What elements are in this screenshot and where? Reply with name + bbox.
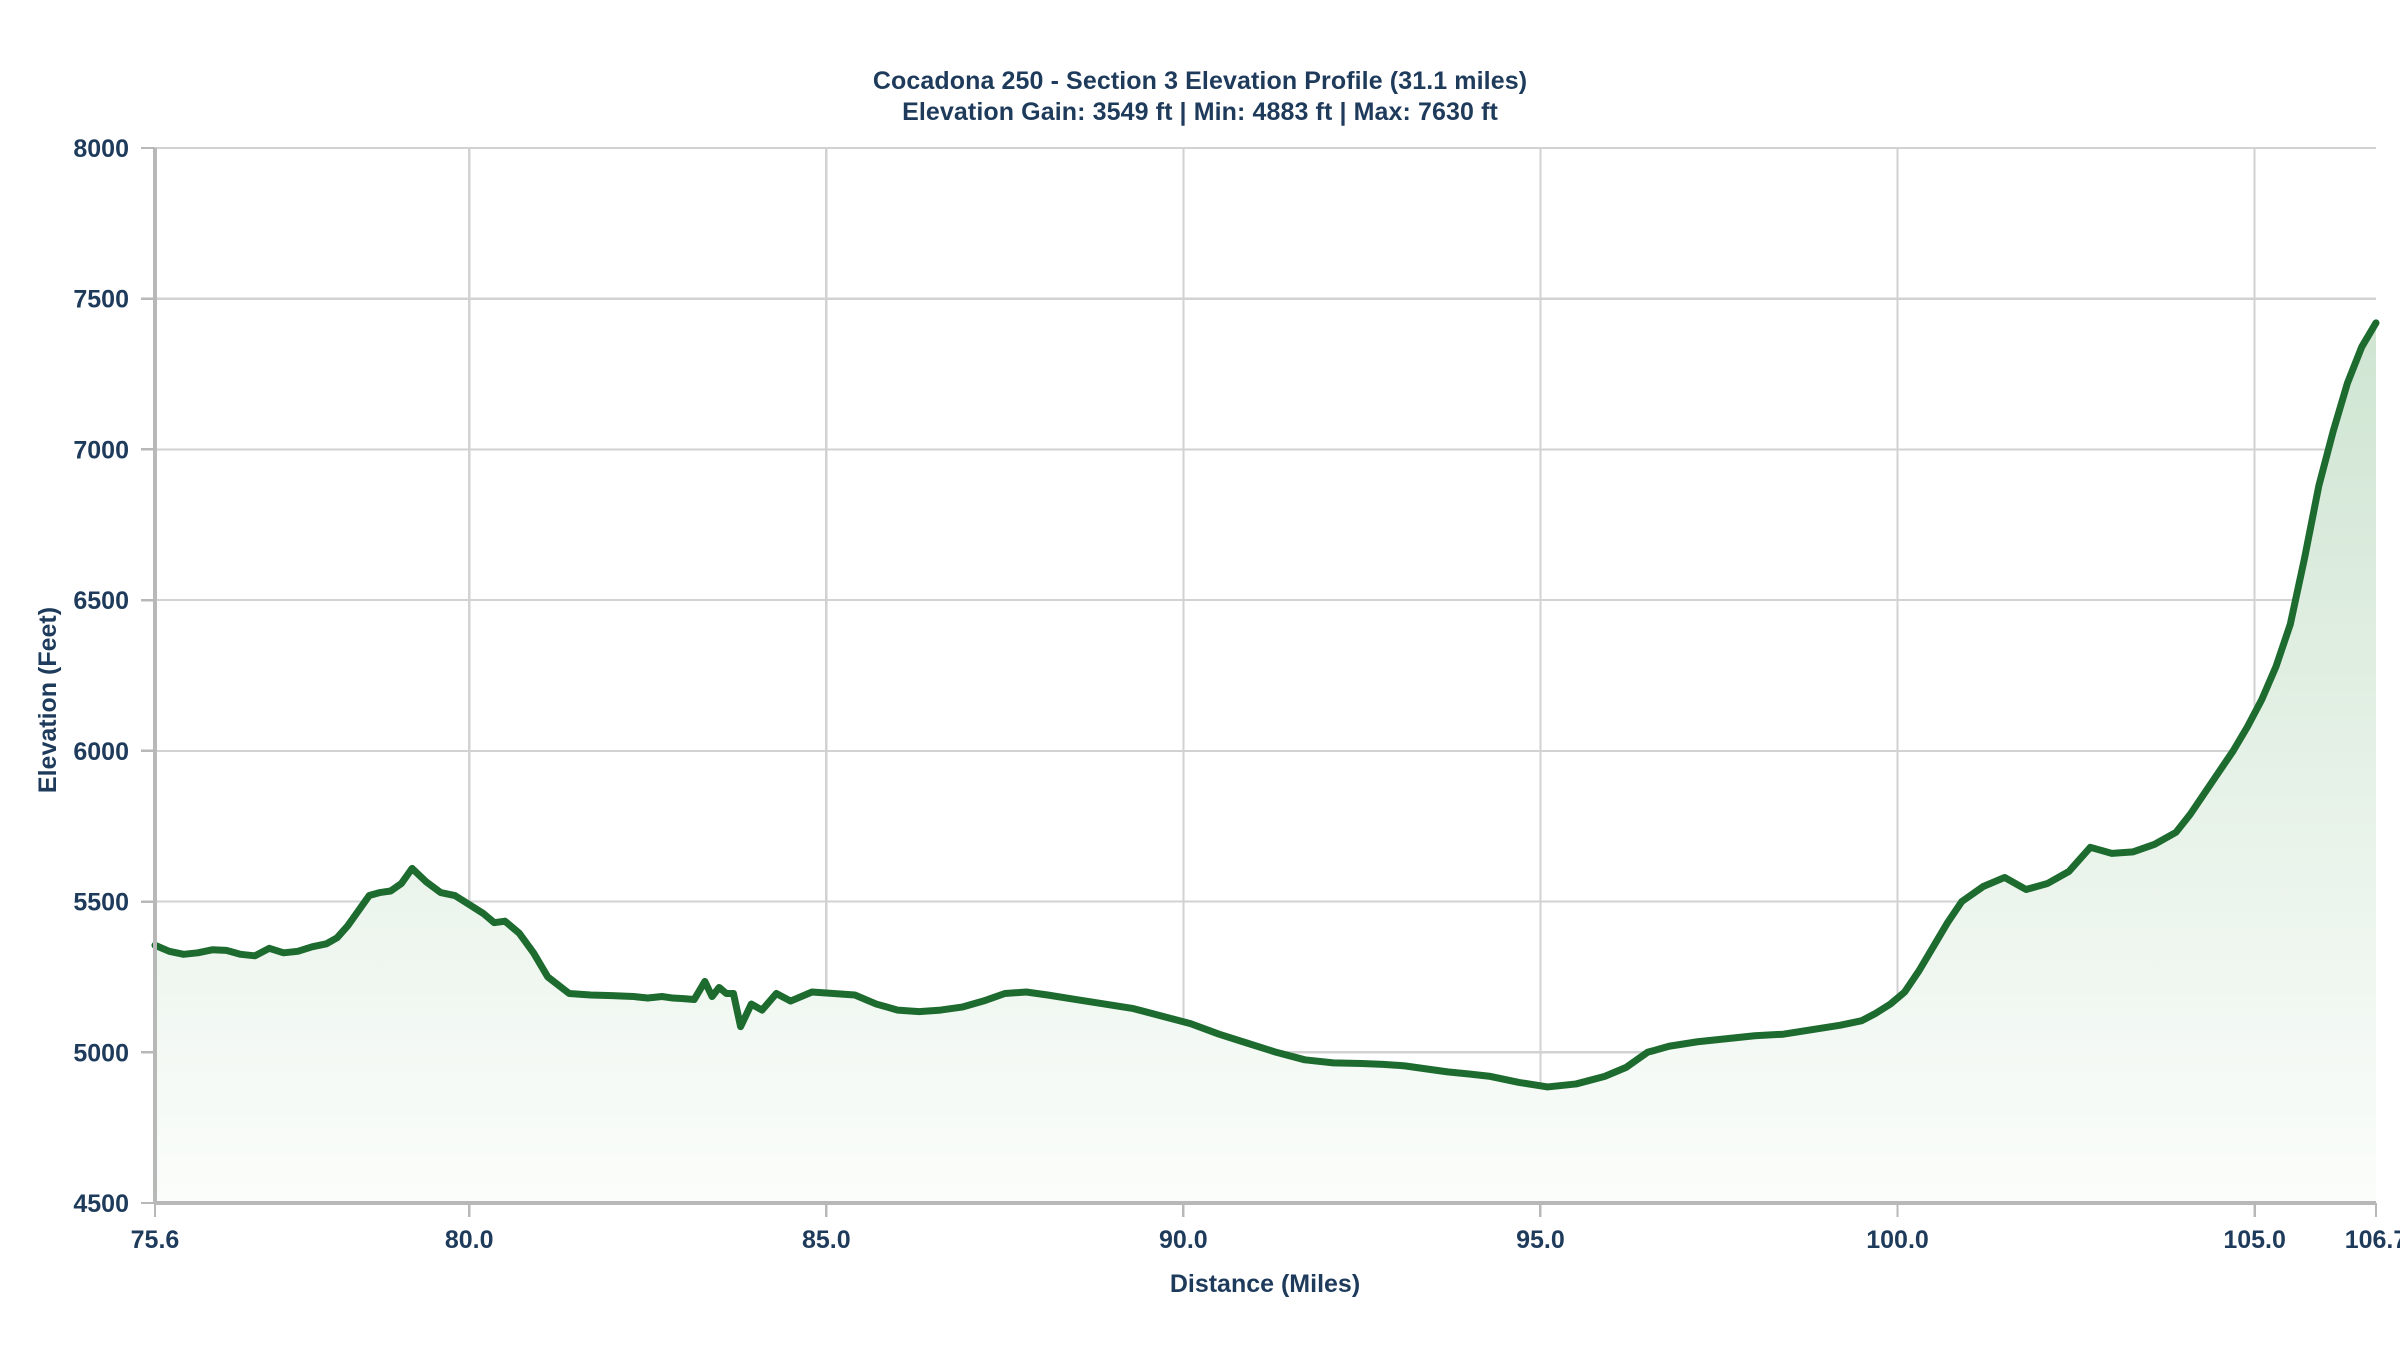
chart-subtitle-stats: Elevation Gain: 3549 ft | Min: 4883 ft |…: [902, 98, 1498, 126]
x-tick-label: 95.0: [1516, 1226, 1565, 1254]
y-tick-labels: 4500 5000 5500 6000 6500 7000 7500 8000: [73, 135, 129, 1218]
y-tick-label: 6000: [73, 738, 129, 766]
y-tick-label: 6500: [73, 587, 129, 615]
x-axis-title: Distance (Miles): [1170, 1270, 1360, 1298]
y-tick-label: 8000: [73, 135, 129, 163]
x-tick-label: 90.0: [1159, 1226, 1208, 1254]
x-tick-labels: 75.6 80.0 85.0 90.0 95.0 100.0 105.0 106.7: [131, 1226, 2400, 1254]
elevation-line: [151, 319, 2380, 1091]
axis-ticks: [141, 146, 2378, 1217]
x-tick-label: 100.0: [1866, 1226, 1929, 1254]
axis-lines: [153, 148, 2376, 1205]
y-tick-label: 7000: [73, 436, 129, 464]
y-tick-label: 4500: [73, 1190, 129, 1218]
y-tick-label: 5500: [73, 889, 129, 917]
x-tick-label: 80.0: [445, 1226, 494, 1254]
x-tick-label: 105.0: [2223, 1226, 2286, 1254]
y-tick-label: 5000: [73, 1039, 129, 1067]
x-tick-label: 75.6: [131, 1226, 180, 1254]
elevation-area-fill: [155, 322, 2376, 1204]
y-tick-label: 7500: [73, 286, 129, 314]
x-tick-label: 106.7: [2345, 1226, 2400, 1254]
x-tick-label: 85.0: [802, 1226, 851, 1254]
y-axis-title: Elevation (Feet): [34, 607, 62, 793]
chart-title: Cocadona 250 - Section 3 Elevation Profi…: [872, 67, 1528, 95]
